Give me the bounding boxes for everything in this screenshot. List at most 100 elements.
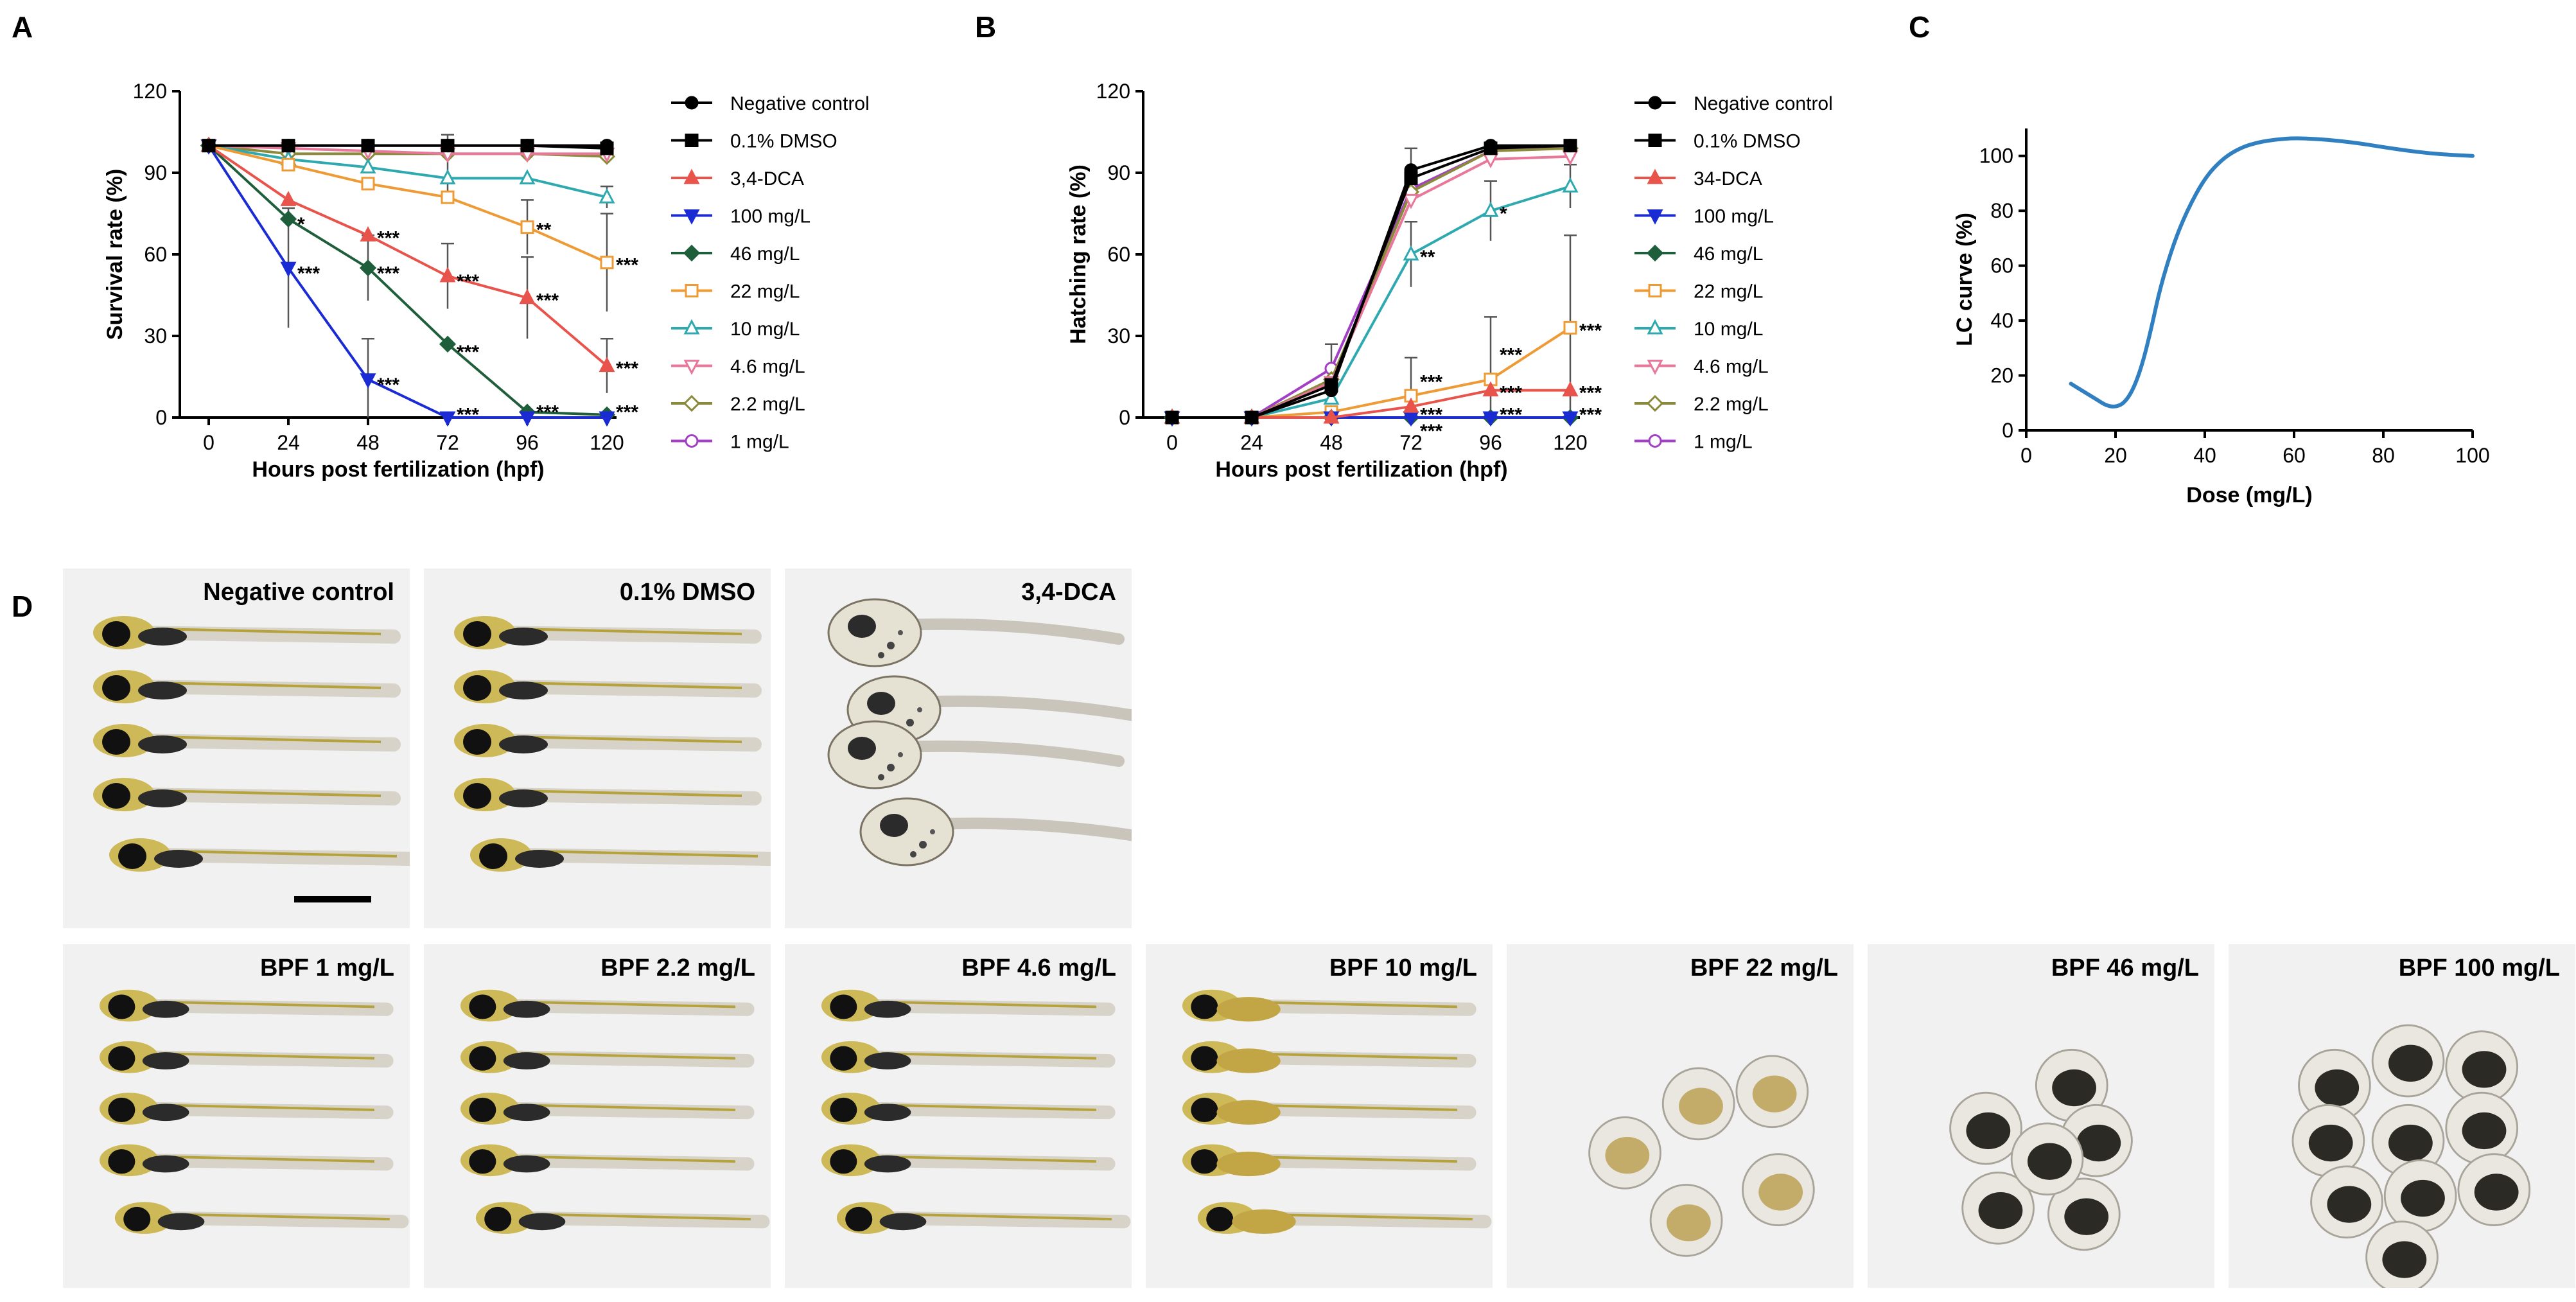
image-cell-label: Negative control bbox=[203, 579, 394, 606]
image-cell-bpf-1-mg-l: BPF 1 mg/L bbox=[63, 944, 410, 1288]
lc-curve-chart: 0 20 40 60 80 100 0 20 40 60 80 100 Dose (mg/L) LC cu… bbox=[1952, 128, 2490, 507]
survival-legend-marker bbox=[683, 209, 700, 225]
image-cell-bpf-22-mg-l: BPF 22 mg/L bbox=[1507, 944, 1853, 1288]
survival-significance-label: *** bbox=[616, 401, 638, 423]
hatching-legend-marker bbox=[1646, 244, 1664, 262]
hatching-legend-marker bbox=[1647, 209, 1663, 225]
survival-significance-label: *** bbox=[457, 342, 479, 363]
hatching-data-point bbox=[1484, 139, 1498, 153]
image-cell-label: BPF 2.2 mg/L bbox=[600, 955, 755, 981]
survival-significance-label: *** bbox=[457, 405, 479, 426]
lc-y-axis-title: LC curve (%) bbox=[1952, 213, 1977, 346]
hatching-legend-entry: 22 mg/L bbox=[1694, 281, 1763, 303]
survival-data-point bbox=[439, 335, 457, 353]
lc-x-tick-label: 40 bbox=[2193, 444, 2216, 467]
hatching-x-axis-title: Hours post fertilization (hpf) bbox=[1215, 457, 1507, 482]
survival-data-point bbox=[279, 210, 297, 228]
hatching-significance-label: *** bbox=[1500, 405, 1522, 426]
panel-letter-d: D bbox=[12, 590, 33, 623]
lc-x-tick-label: 20 bbox=[2104, 444, 2127, 467]
lc-x-tick-label: 0 bbox=[2020, 444, 2032, 467]
survival-data-point bbox=[439, 267, 456, 283]
hatching-data-point bbox=[1482, 411, 1499, 427]
hatching-x-tick-label: 0 bbox=[1166, 431, 1178, 454]
hatching-data-point bbox=[1482, 381, 1499, 397]
survival-data-point bbox=[600, 139, 614, 153]
survival-series-line bbox=[207, 145, 608, 367]
survival-significance-label: * bbox=[297, 214, 305, 235]
survival-legend-entry: 2.2 mg/L bbox=[730, 394, 805, 415]
survival-significance-label: *** bbox=[377, 374, 399, 396]
survival-y-tick-label: 120 bbox=[133, 80, 167, 103]
survival-legend-entry: Negative control bbox=[730, 93, 870, 114]
survival-legend-entry: 22 mg/L bbox=[730, 281, 800, 303]
survival-data-point bbox=[519, 288, 536, 304]
hatching-data-point bbox=[1403, 193, 1419, 209]
hatching-data-point bbox=[1482, 202, 1499, 217]
survival-series-line bbox=[207, 145, 607, 419]
survival-data-point bbox=[281, 157, 295, 172]
survival-series-line bbox=[207, 145, 608, 416]
survival-data-point bbox=[439, 169, 456, 184]
lc-y-tick-label: 0 bbox=[2002, 419, 2013, 442]
survival-rate-chart: 0 30 60 90 120 0 24 48 72 96 120 Hours post fertili… bbox=[103, 80, 870, 482]
panel-letter-c: C bbox=[1909, 10, 1930, 44]
hatching-significance-label: *** bbox=[1500, 344, 1522, 365]
image-cell-label: 0.1% DMSO bbox=[619, 579, 755, 606]
image-cell-bpf-10-mg-l: BPF 10 mg/L bbox=[1146, 944, 1493, 1288]
hatching-legend-entry: 100 mg/L bbox=[1694, 206, 1774, 227]
survival-significance-label: *** bbox=[536, 401, 559, 423]
survival-legend-marker bbox=[683, 319, 700, 335]
hatching-legend-entry: 34-DCA bbox=[1694, 168, 1762, 189]
image-cell-bpf-4-6-mg-l: BPF 4.6 mg/L bbox=[785, 944, 1132, 1288]
survival-significance-label: *** bbox=[297, 263, 320, 284]
survival-legend-marker bbox=[683, 168, 700, 184]
survival-x-tick-label: 48 bbox=[356, 431, 380, 454]
survival-x-tick-label: 120 bbox=[590, 431, 624, 454]
survival-x-axis-title: Hours post fertilization (hpf) bbox=[252, 457, 544, 482]
hatching-legend-entry: 4.6 mg/L bbox=[1694, 356, 1769, 378]
hatching-significance-label: *** bbox=[1500, 383, 1522, 404]
panel-letter-a: A bbox=[12, 10, 33, 44]
survival-data-point bbox=[599, 356, 615, 373]
hatching-y-tick-label: 0 bbox=[1119, 406, 1130, 429]
survival-data-point bbox=[281, 139, 295, 153]
survival-significance-label: *** bbox=[457, 271, 479, 292]
lc-y-tick-label: 80 bbox=[1990, 199, 2013, 222]
hatching-data-point bbox=[1323, 408, 1340, 424]
survival-data-point bbox=[280, 191, 297, 206]
hatching-data-point bbox=[1323, 389, 1340, 405]
hatching-x-tick-label: 120 bbox=[1553, 431, 1587, 454]
survival-data-point bbox=[520, 220, 534, 234]
hatching-legend-marker bbox=[1648, 96, 1662, 110]
hatching-significance-label: *** bbox=[1420, 421, 1442, 442]
image-cell-label: BPF 4.6 mg/L bbox=[961, 955, 1116, 981]
hatching-data-point bbox=[1403, 397, 1419, 413]
survival-y-tick-label: 30 bbox=[144, 324, 167, 347]
survival-x-tick-label: 0 bbox=[203, 431, 215, 454]
hatching-y-tick-label: 60 bbox=[1107, 243, 1130, 266]
hatching-data-point bbox=[1562, 411, 1579, 427]
lc-y-tick-label: 100 bbox=[1979, 145, 2013, 168]
survival-legend-marker bbox=[685, 96, 699, 110]
hatching-legend-marker bbox=[1646, 394, 1664, 412]
panel-letter-b: B bbox=[975, 10, 996, 44]
hatching-legend-marker bbox=[1648, 134, 1662, 147]
hatching-data-point bbox=[1403, 245, 1419, 261]
survival-data-point bbox=[361, 139, 375, 153]
survival-data-point bbox=[360, 226, 376, 242]
scale-bar bbox=[294, 896, 371, 902]
image-cell-0-1-dmso: 0.1% DMSO bbox=[424, 568, 771, 928]
lc-y-tick-label: 40 bbox=[1990, 309, 2013, 332]
survival-significance-label: *** bbox=[616, 255, 638, 276]
hatching-data-point bbox=[1165, 410, 1179, 425]
lc-curve-line bbox=[2069, 136, 2475, 409]
hatching-x-tick-label: 96 bbox=[1479, 431, 1502, 454]
hatching-legend-entry: 1 mg/L bbox=[1694, 432, 1753, 453]
hatching-legend-entry: 10 mg/L bbox=[1694, 319, 1763, 340]
survival-y-axis-title: Survival rate (%) bbox=[103, 169, 127, 340]
hatching-legend-marker bbox=[1647, 168, 1663, 184]
hatching-data-point bbox=[1562, 177, 1579, 193]
image-cell-label: BPF 46 mg/L bbox=[2051, 955, 2199, 981]
hatching-y-tick-label: 90 bbox=[1107, 161, 1130, 184]
